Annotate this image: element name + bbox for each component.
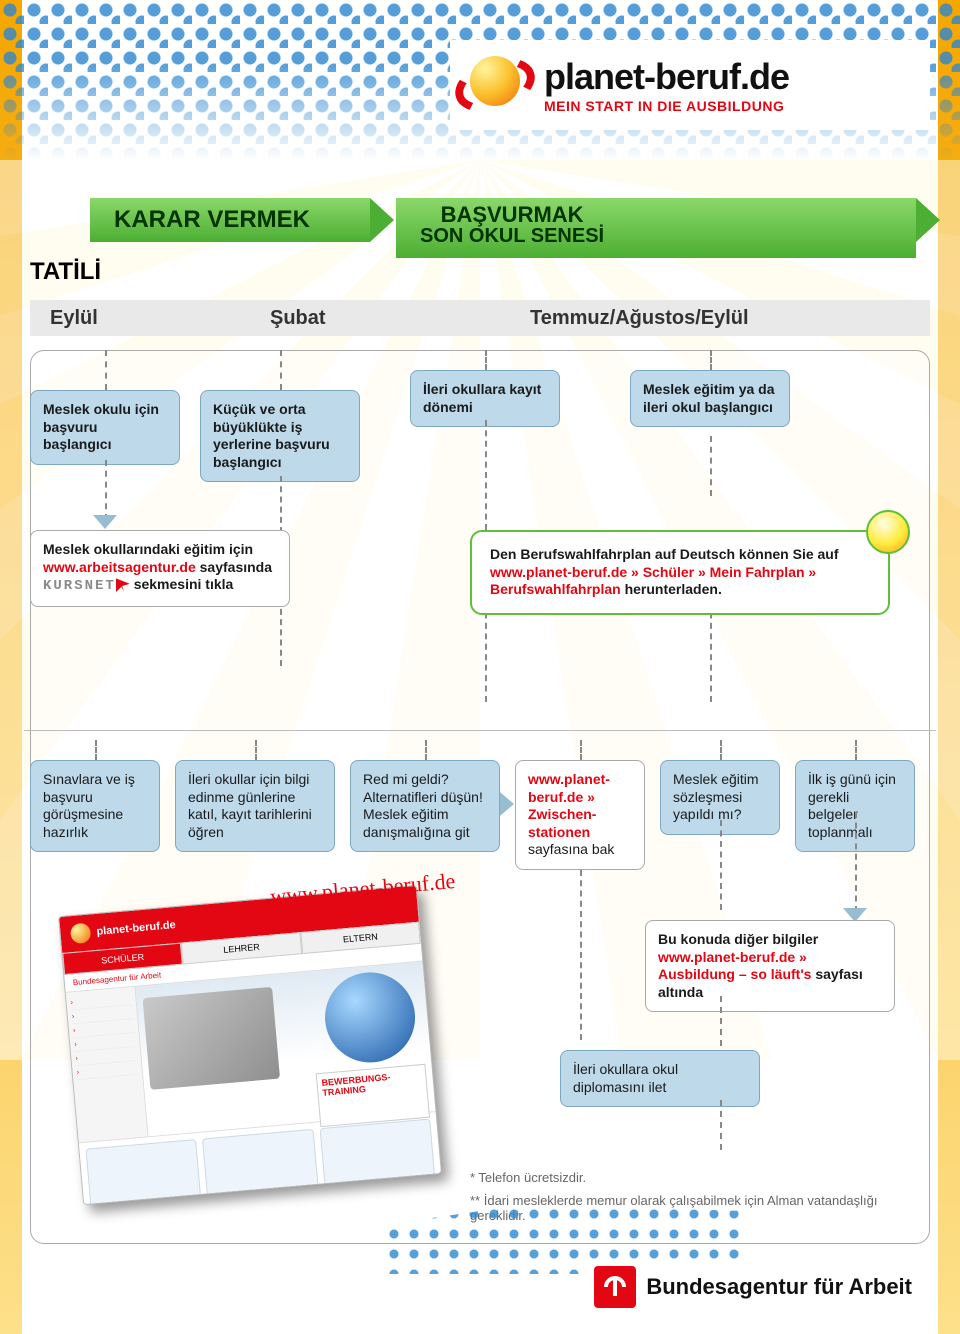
arrow-decide-label: KARAR VERMEK bbox=[114, 206, 310, 234]
ba-mark-icon bbox=[594, 1266, 636, 1308]
brand-logo: planet-beruf.de MEIN START IN DIE AUSBIL… bbox=[450, 40, 930, 130]
shot-photo bbox=[143, 987, 281, 1090]
node-more-info: Bu konuda diğer bilgiler www.planet-beru… bbox=[645, 920, 895, 1012]
footnote-1: * Telefon ücretsizdir. bbox=[470, 1170, 880, 1185]
phase-arrows: KARAR VERMEK BAŞVURMAK SON OKUL SENESİ bbox=[30, 198, 930, 258]
lightbulb-icon bbox=[866, 510, 910, 554]
bundesagentur-logo: Bundesagentur für Arbeit bbox=[586, 1260, 920, 1314]
kursnet-label: KURSNET bbox=[43, 578, 116, 594]
brand-tagline: MEIN START IN DIE AUSBILDUNG bbox=[544, 98, 789, 114]
arrow-apply-l1: BAŞVURMAK bbox=[441, 203, 584, 226]
link-zwischenstationen[interactable]: www.planet-beruf.de » Zwischen­stationen bbox=[528, 771, 610, 840]
link-ausbildung[interactable]: www.planet-beruf.de » Ausbildung – so lä… bbox=[658, 949, 811, 983]
month-3: Temmuz/Ağustos/Eylül bbox=[510, 307, 930, 330]
website-screenshot: planet-beruf.de SCHÜLER LEHRER ELTERN Bu… bbox=[58, 885, 442, 1205]
arrow-decide: KARAR VERMEK bbox=[90, 198, 370, 242]
node-exam-prep: Sınavlara ve iş başvuru görüşmesine hazı… bbox=[30, 760, 160, 852]
month-2: Şubat bbox=[250, 307, 510, 330]
arrow-apply-l2: SON OKUL SENESİ bbox=[420, 226, 604, 247]
node-vocational-start: Meslek okulu için başvuru başlangıcı bbox=[30, 390, 180, 465]
node-sme-apply: Küçük ve orta büyüklükte iş yerlerine ba… bbox=[200, 390, 360, 482]
brand-site: planet-beruf.de bbox=[544, 56, 789, 98]
shot-card: BEWERBUNGS-TRAINING bbox=[316, 1064, 430, 1127]
node-zwischenstationen: www.planet-beruf.de » Zwischen­stationen… bbox=[515, 760, 645, 870]
node-send-diploma: İleri okullara okul diplomasını ilet bbox=[560, 1050, 760, 1107]
node-enrollment: İleri okullara kayıt dönemi bbox=[410, 370, 560, 427]
tip-berufswahlfahrplan: Den Berufswahlfahrplan auf Deutsch könne… bbox=[470, 530, 890, 615]
shot-orb-icon bbox=[70, 923, 92, 945]
cursor-icon bbox=[116, 578, 130, 592]
node-training-start: Meslek eğitim ya da ileri okul başlangıc… bbox=[630, 370, 790, 427]
arrow-apply: BAŞVURMAK SON OKUL SENESİ bbox=[396, 198, 916, 258]
node-kursnet: Meslek okullarındaki eğitim için www.arb… bbox=[30, 530, 290, 607]
link-arbeitsagentur[interactable]: www.arbeitsagentur.de bbox=[43, 559, 196, 575]
months-bar: Eylül Şubat Temmuz/Ağustos/Eylül bbox=[30, 300, 930, 336]
brand-orb-icon bbox=[460, 50, 530, 120]
ba-text: Bundesagentur für Arbeit bbox=[646, 1274, 912, 1300]
node-open-days: İleri okullar için bilgi edinme günlerin… bbox=[175, 760, 335, 852]
flowchart: Meslek okulu için başvuru başlangıcı Küç… bbox=[30, 360, 930, 1234]
month-1: Eylül bbox=[30, 307, 250, 330]
shot-globe-icon bbox=[321, 969, 419, 1067]
node-rejected: Red mi geldi? Alternatifleri düşün! Mesl… bbox=[350, 760, 500, 852]
tatili-label: TATİLİ bbox=[30, 258, 101, 286]
